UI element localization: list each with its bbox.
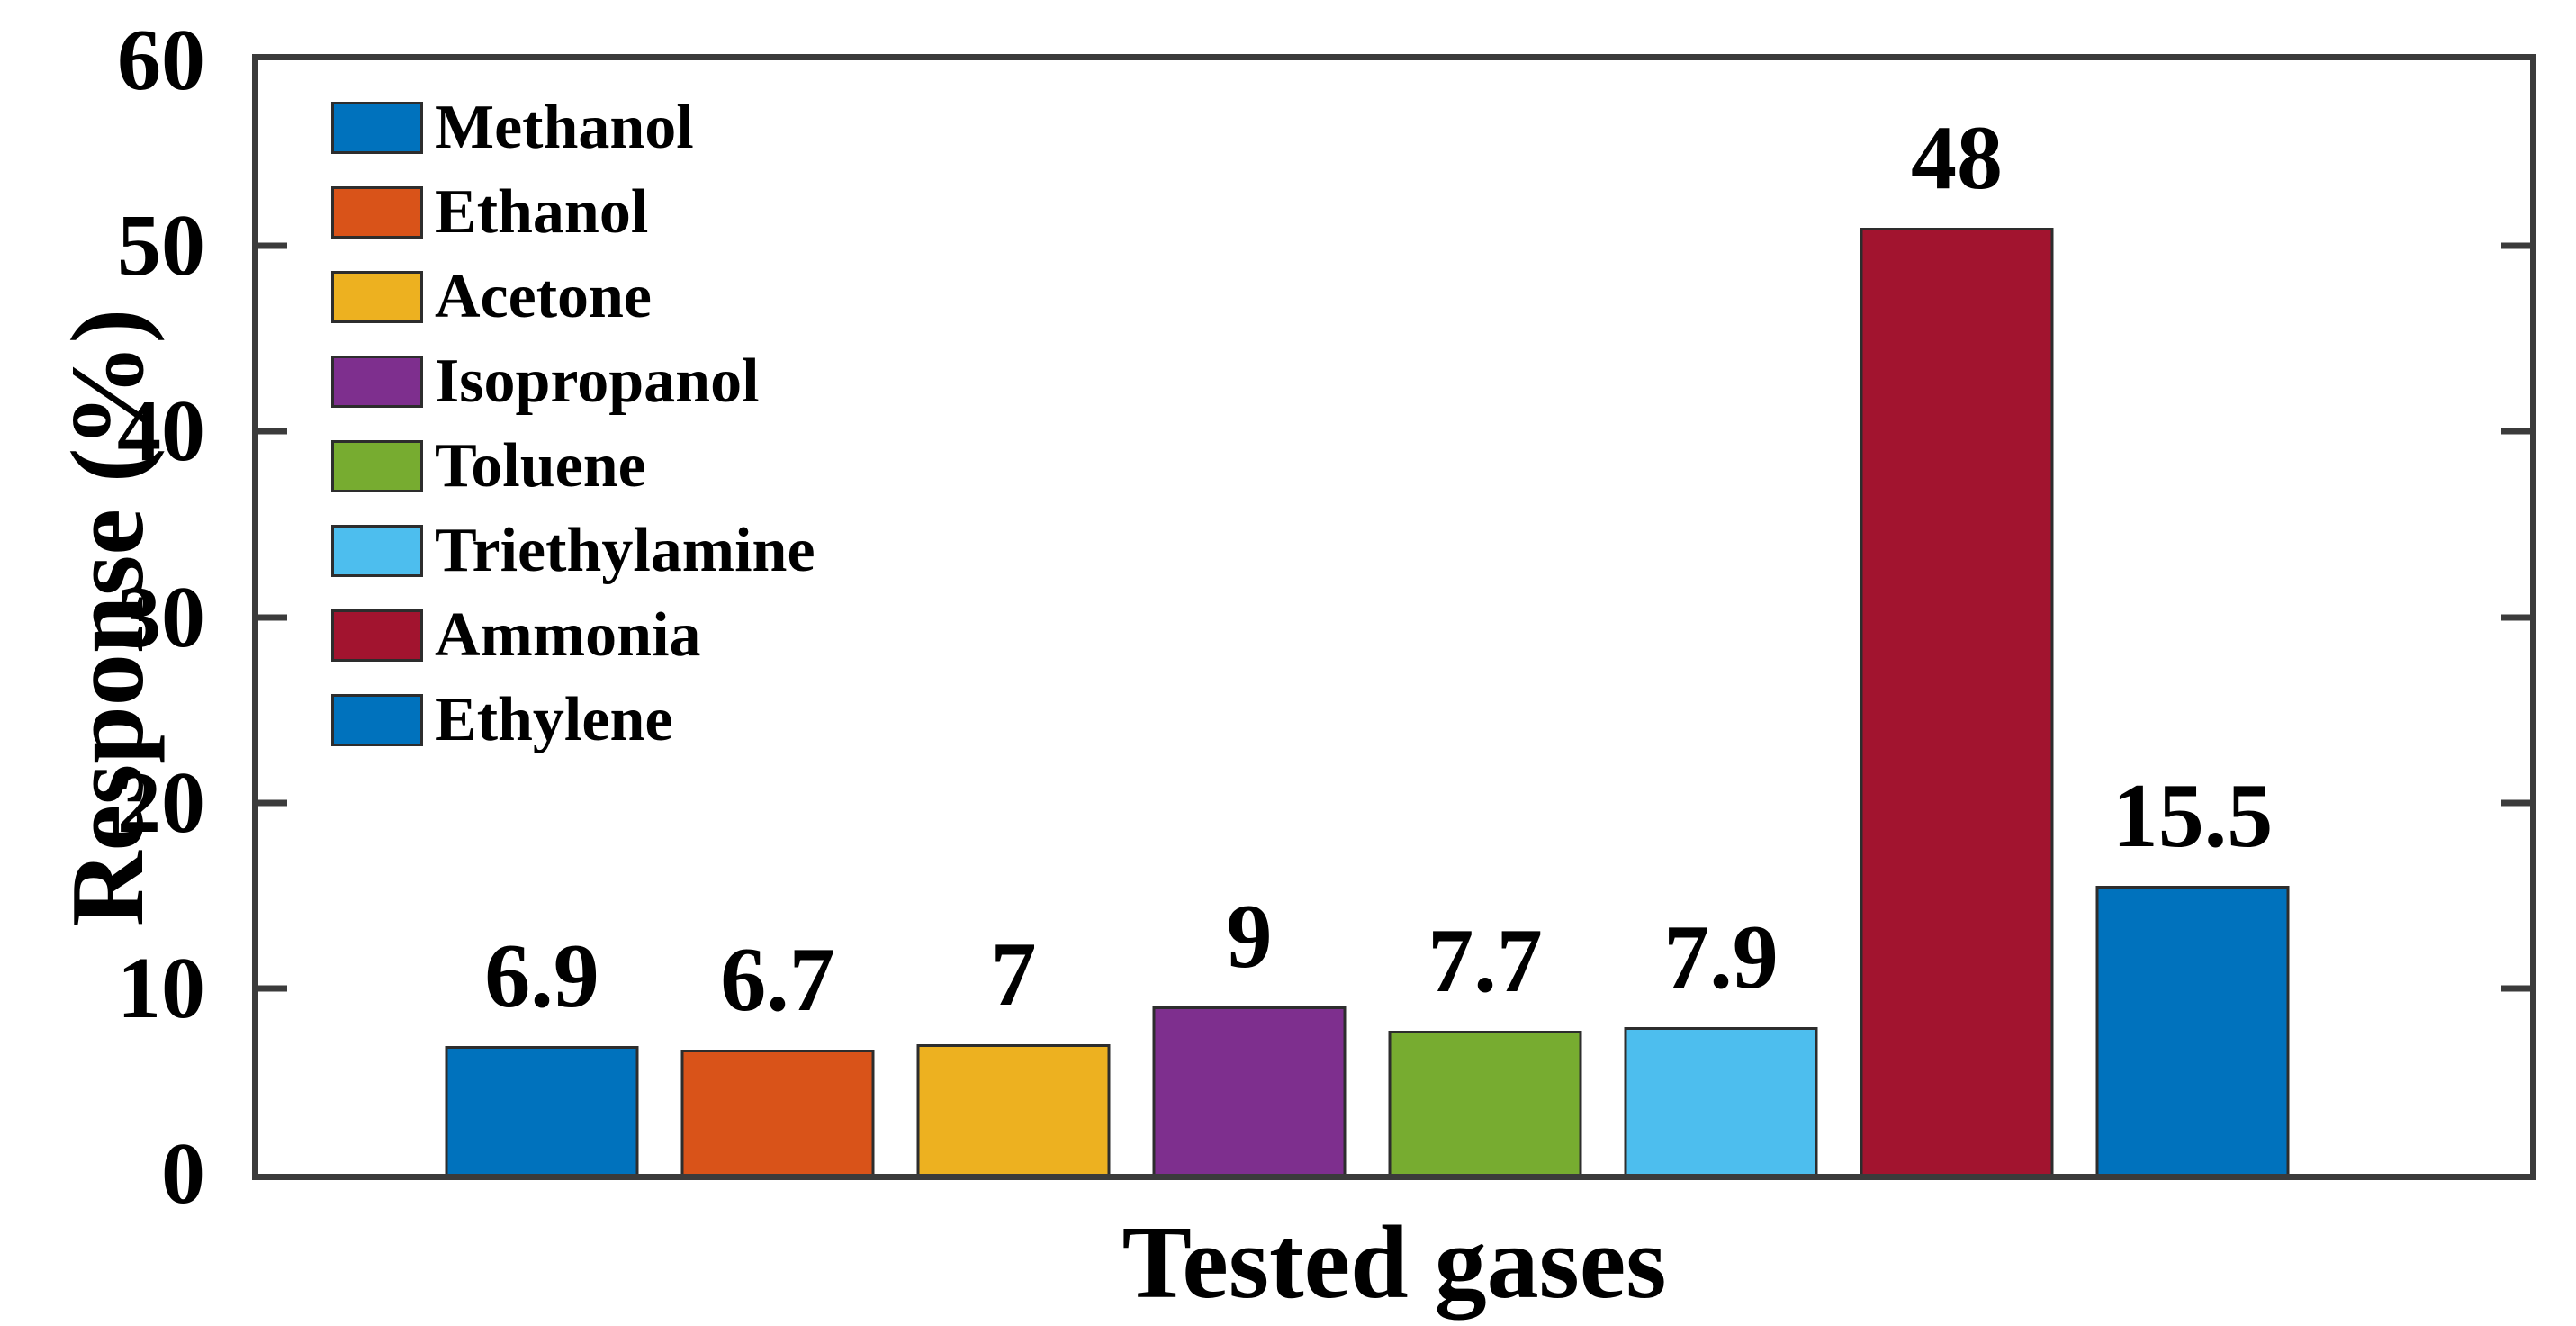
bar-methanol bbox=[445, 1045, 639, 1174]
legend-swatch bbox=[331, 102, 423, 154]
legend-item-ethylene: Ethylene bbox=[331, 689, 815, 752]
legend-swatch bbox=[331, 694, 423, 746]
y-tick-label: 0 bbox=[161, 1125, 205, 1222]
y-tick-label-column: 0 10 20 30 40 50 60 bbox=[0, 16, 212, 1218]
y-tick-label: 60 bbox=[117, 12, 205, 109]
legend-label: Ammonia bbox=[435, 600, 701, 670]
legend-item-methanol: Methanol bbox=[331, 96, 815, 159]
legend-label: Triethylamine bbox=[435, 516, 815, 585]
legend-swatch bbox=[331, 271, 423, 323]
y-tick-mark-left bbox=[258, 428, 287, 435]
bar-isopropanol bbox=[1152, 1006, 1347, 1174]
y-tick-mark-right bbox=[2501, 242, 2530, 249]
y-tick-label: 30 bbox=[117, 568, 205, 666]
y-tick-mark-left bbox=[258, 242, 287, 249]
bar-value-label: 6.9 bbox=[484, 925, 599, 1027]
bar-acetone bbox=[916, 1043, 1111, 1174]
bar-value-label: 7.7 bbox=[1428, 910, 1543, 1013]
y-tick-mark-left bbox=[258, 799, 287, 807]
legend-label: Acetone bbox=[435, 262, 653, 331]
legend-label: Toluene bbox=[435, 431, 646, 501]
bar-value-label: 7.9 bbox=[1663, 907, 1779, 1009]
legend-item-ethanol: Ethanol bbox=[331, 181, 815, 244]
y-tick-mark-right bbox=[2501, 428, 2530, 435]
plot-area: Methanol Ethanol Acetone Isopropanol Tol… bbox=[252, 54, 2536, 1180]
legend-item-toluene: Toluene bbox=[331, 435, 815, 498]
y-tick-label: 50 bbox=[117, 197, 205, 295]
bar-value-label: 6.7 bbox=[720, 928, 835, 1031]
legend-item-acetone: Acetone bbox=[331, 266, 815, 329]
legend-swatch bbox=[331, 186, 423, 239]
legend: Methanol Ethanol Acetone Isopropanol Tol… bbox=[331, 96, 815, 779]
bar-value-label: 48 bbox=[1911, 106, 2003, 209]
y-tick-mark-left bbox=[258, 985, 287, 992]
y-tick-mark-left bbox=[258, 614, 287, 620]
y-tick-label: 10 bbox=[117, 939, 205, 1037]
y-tick-mark-right bbox=[2501, 799, 2530, 807]
bar-value-label: 15.5 bbox=[2112, 765, 2274, 868]
y-tick-mark-right bbox=[2501, 985, 2530, 992]
legend-item-triethylamine: Triethylamine bbox=[331, 519, 815, 582]
bar-ethylene bbox=[2095, 886, 2290, 1174]
legend-label: Ethanol bbox=[435, 177, 649, 247]
y-tick-label: 20 bbox=[117, 753, 205, 852]
legend-label: Methanol bbox=[435, 93, 694, 162]
bar-ammonia bbox=[1860, 227, 2054, 1174]
legend-swatch bbox=[331, 609, 423, 662]
x-axis-title: Tested gases bbox=[1121, 1205, 1667, 1321]
legend-label: Isopropanol bbox=[435, 347, 760, 416]
bar-value-label: 7 bbox=[990, 923, 1037, 1025]
legend-swatch bbox=[331, 525, 423, 577]
y-tick-mark-right bbox=[2501, 614, 2530, 620]
bar-ethanol bbox=[680, 1049, 875, 1174]
legend-label: Ethylene bbox=[435, 685, 673, 754]
legend-item-isopropanol: Isopropanol bbox=[331, 350, 815, 413]
bar-value-label: 9 bbox=[1226, 886, 1273, 988]
bar-triethylamine bbox=[1624, 1027, 1818, 1174]
bar-toluene bbox=[1388, 1031, 1582, 1174]
legend-swatch bbox=[331, 440, 423, 492]
y-tick-label: 40 bbox=[117, 383, 205, 481]
legend-swatch bbox=[331, 356, 423, 408]
legend-item-ammonia: Ammonia bbox=[331, 604, 815, 667]
